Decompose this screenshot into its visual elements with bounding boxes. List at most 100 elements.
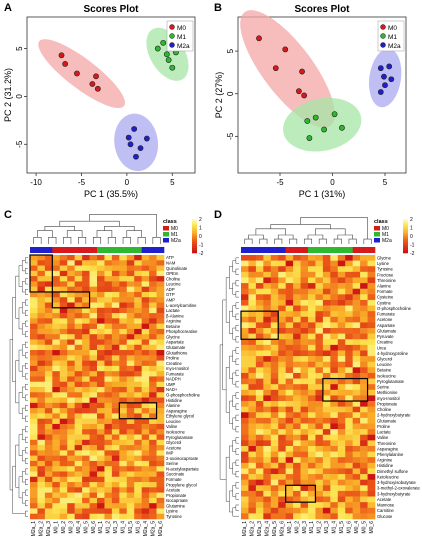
- heatmap-cell: [89, 402, 98, 409]
- heatmap-cell: [52, 397, 61, 404]
- heatmap-cell: [330, 462, 339, 469]
- color-scale-step: [403, 241, 408, 244]
- heatmap-cell: [111, 334, 120, 340]
- heatmap-cell: [241, 440, 249, 447]
- heatmap-cell: [337, 311, 346, 318]
- heatmap-cell: [330, 344, 339, 351]
- heatmap-cell: [248, 395, 257, 402]
- dendrogram-branch: [126, 230, 142, 238]
- heatmap-cell: [44, 450, 53, 456]
- y-tick-label: 5: [15, 46, 24, 51]
- heatmap-cell: [97, 323, 105, 330]
- heatmap-cell: [308, 474, 316, 480]
- heatmap-cell: [30, 318, 38, 324]
- heatmap-cell: [263, 260, 272, 267]
- heatmap-cell: [67, 260, 75, 266]
- heatmap-cell: [352, 490, 361, 497]
- heatmap-cell: [134, 339, 142, 346]
- heatmap-cell: [270, 451, 279, 458]
- heatmap-cell: [37, 402, 46, 409]
- heatmap-cell: [67, 313, 75, 319]
- heatmap-cell: [74, 429, 83, 435]
- heatmap-cell: [248, 502, 257, 509]
- row-label: NAM: [166, 261, 176, 266]
- heatmap-cell: [156, 302, 165, 309]
- heatmap-cell: [293, 344, 301, 351]
- heatmap-cell: [89, 397, 98, 404]
- heatmap-cell: [285, 440, 294, 447]
- heatmap-cell: [367, 260, 376, 267]
- heatmap-cell: [308, 457, 316, 464]
- heatmap-cell: [308, 451, 316, 458]
- heatmap-cell: [278, 389, 286, 396]
- heatmap-cell: [293, 412, 301, 419]
- heatmap-cell: [30, 497, 38, 504]
- heatmap-cell: [352, 384, 361, 391]
- heatmap-cell: [337, 462, 346, 469]
- heatmap-cell: [111, 397, 120, 404]
- row-label: Glucose: [377, 514, 393, 519]
- heatmap-cell: [322, 367, 331, 374]
- heatmap-cell: [278, 305, 286, 312]
- heatmap-cell: [241, 485, 249, 492]
- heatmap-cell: [285, 513, 294, 520]
- class-legend-swatch-m1: [163, 232, 169, 237]
- dendrogram-branch: [229, 265, 233, 289]
- heatmap-cell: [30, 334, 38, 340]
- heatmap-cell: [285, 417, 294, 424]
- heatmap-cell: [30, 434, 38, 441]
- dendrogram-branch: [152, 237, 161, 244]
- data-point-m2a: [131, 126, 138, 132]
- heatmap-cell: [89, 344, 98, 351]
- heatmap-cell: [360, 316, 368, 323]
- heatmap-cell: [82, 455, 90, 462]
- heatmap-cell: [285, 316, 294, 323]
- heatmap-cell: [322, 378, 331, 385]
- row-label: O-phosphocholine: [166, 393, 201, 398]
- heatmap-cell: [67, 291, 75, 298]
- heatmap-cell: [141, 423, 150, 430]
- heatmap-cell: [263, 255, 272, 261]
- heatmap-cell: [345, 468, 353, 475]
- heatmap-cell: [30, 286, 38, 293]
- heatmap-cell: [293, 372, 301, 379]
- heatmap-cell: [119, 339, 128, 346]
- heatmap-cell: [104, 376, 113, 383]
- heatmap-cell: [141, 513, 150, 520]
- heatmap-cell: [67, 318, 75, 324]
- heatmap-cell: [330, 255, 339, 261]
- heatmap-cell: [330, 429, 339, 436]
- heatmap-cell: [74, 360, 83, 367]
- heatmap-cell: [352, 367, 361, 374]
- heatmap-cell: [293, 305, 301, 312]
- heatmap-cell: [74, 276, 83, 282]
- data-point-m2a: [388, 76, 395, 83]
- heatmap-cell: [74, 381, 83, 388]
- heatmap-cell: [263, 271, 272, 278]
- heatmap-cell: [111, 260, 120, 266]
- legend-label-m0: M0: [177, 25, 186, 32]
- heatmap-cell: [263, 389, 272, 396]
- heatmap-cell: [285, 367, 294, 374]
- heatmap-cell: [156, 371, 165, 377]
- heatmap-cell: [89, 355, 98, 361]
- heatmap-cell: [52, 286, 61, 293]
- heatmap-cell: [119, 392, 128, 398]
- heatmap-cell: [89, 376, 98, 383]
- heatmap-cell: [37, 445, 46, 451]
- heatmap-cell: [278, 294, 286, 301]
- heatmap-cell: [255, 328, 264, 334]
- heatmap-cell: [263, 434, 272, 441]
- heatmap-cell: [293, 502, 301, 509]
- heatmap-cell: [156, 350, 165, 356]
- heatmap-cell: [104, 260, 113, 266]
- color-scale-tick: -1: [199, 243, 204, 249]
- heatmap-cell: [52, 381, 61, 388]
- dendrogram-branch: [25, 415, 28, 422]
- heatmap-cell: [255, 288, 264, 295]
- heatmap-cell: [241, 468, 249, 475]
- color-scale-step: [192, 229, 197, 232]
- heatmap-cell: [104, 286, 113, 293]
- color-scale-step: [192, 237, 197, 240]
- heatmap-cell: [367, 344, 376, 351]
